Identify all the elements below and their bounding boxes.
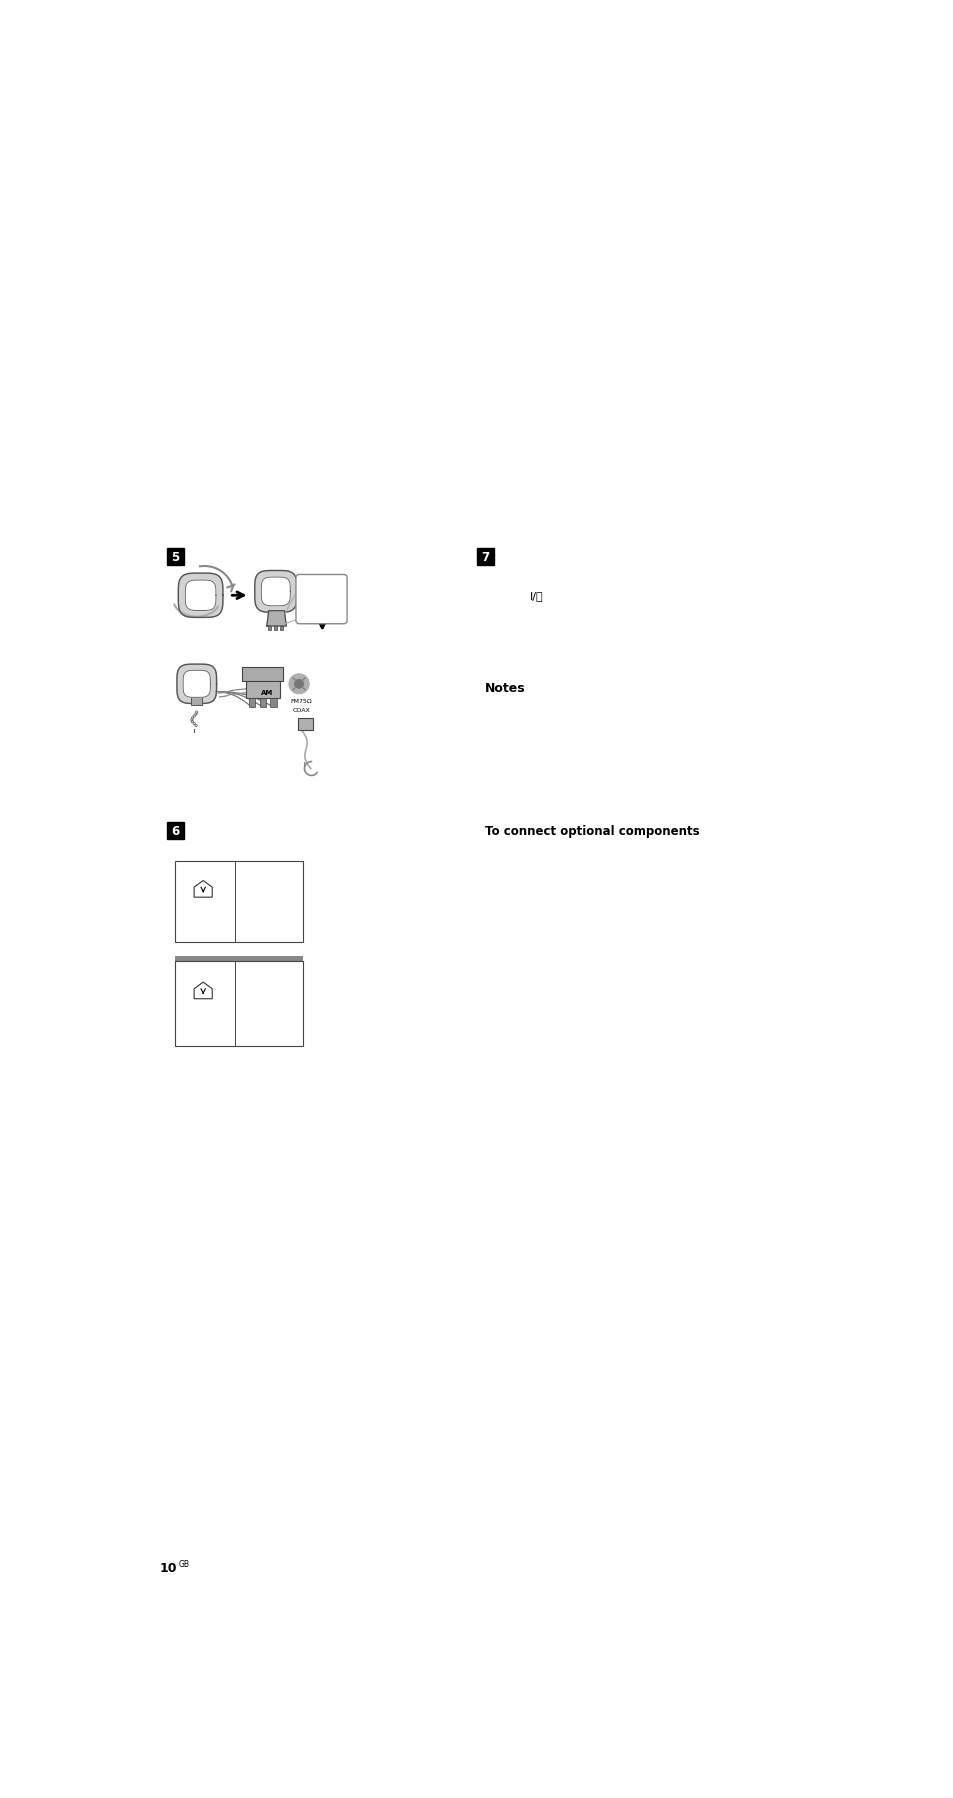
Polygon shape <box>183 671 211 698</box>
Bar <box>274 628 277 631</box>
Text: 6: 6 <box>171 823 179 838</box>
FancyBboxPatch shape <box>242 667 282 681</box>
Bar <box>314 608 317 611</box>
Polygon shape <box>261 577 290 606</box>
Text: I/⏻: I/⏻ <box>530 592 543 601</box>
Bar <box>167 548 183 566</box>
Text: FM75Ω: FM75Ω <box>291 699 312 703</box>
Bar <box>259 698 266 708</box>
Text: COAX: COAX <box>293 707 310 712</box>
Text: GB: GB <box>178 1559 189 1568</box>
Polygon shape <box>178 574 223 619</box>
Bar <box>249 698 254 708</box>
Polygon shape <box>254 572 296 613</box>
Polygon shape <box>193 982 212 1000</box>
Polygon shape <box>267 611 286 628</box>
Text: 10: 10 <box>159 1561 177 1575</box>
Bar <box>476 548 493 566</box>
Bar <box>174 957 303 962</box>
Circle shape <box>289 674 309 694</box>
Polygon shape <box>193 881 212 897</box>
Text: To connect optional components: To connect optional components <box>484 823 699 838</box>
Bar <box>174 861 303 942</box>
Bar <box>191 698 202 705</box>
Text: AM: AM <box>261 690 274 696</box>
Bar <box>325 608 328 611</box>
Bar <box>174 962 303 1046</box>
Polygon shape <box>176 665 216 705</box>
Bar <box>270 698 276 708</box>
FancyBboxPatch shape <box>245 674 279 698</box>
Text: 5: 5 <box>171 550 179 565</box>
Text: Notes: Notes <box>484 681 525 694</box>
Polygon shape <box>313 593 332 608</box>
Text: 7: 7 <box>480 550 489 565</box>
Bar <box>268 628 272 631</box>
FancyBboxPatch shape <box>295 575 347 624</box>
Bar <box>167 822 183 840</box>
Polygon shape <box>185 581 215 611</box>
Circle shape <box>294 680 303 689</box>
Bar <box>279 628 283 631</box>
Bar <box>319 608 323 611</box>
Bar <box>297 717 313 730</box>
